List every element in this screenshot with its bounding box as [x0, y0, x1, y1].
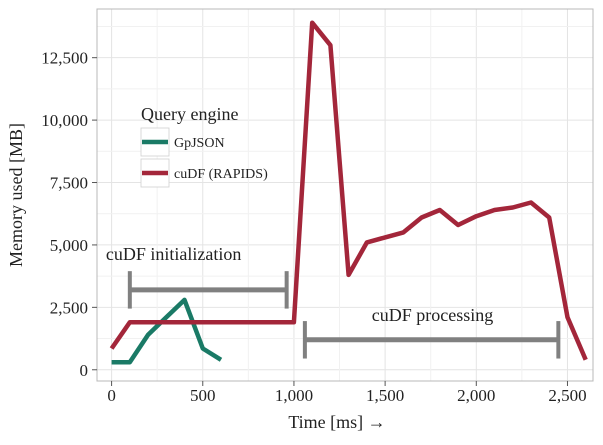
- y-tick-label: 7,500: [50, 174, 88, 193]
- series-line-0: [111, 297, 223, 365]
- legend-label: GpJSON: [174, 136, 225, 151]
- x-tick-label: 0: [107, 386, 116, 405]
- axis-ticks: 0 500 1,000 1,500 2,000 2,500 0 2,500 5,000 7,500…: [41, 49, 586, 405]
- plot-background: [97, 9, 593, 381]
- legend-label: cuDF (RAPIDS): [174, 167, 268, 182]
- plot-frame: [96, 8, 594, 382]
- x-axis-label: Time [ms] →: [288, 412, 385, 432]
- annotations: cuDF initialization cuDF processing: [106, 244, 561, 359]
- series-line-1: [109, 20, 588, 361]
- x-tick-label: 1,500: [366, 386, 404, 405]
- y-tick-label: 5,000: [50, 236, 88, 255]
- x-tick-label: 500: [190, 386, 216, 405]
- annotation-label: cuDF processing: [372, 305, 493, 325]
- legend-title: Query engine: [141, 104, 238, 124]
- annotation-0: cuDF initialization: [106, 244, 289, 309]
- annotation-label: cuDF initialization: [106, 244, 241, 264]
- x-tick-label: 1,000: [275, 386, 313, 405]
- y-tick-label: 2,500: [50, 298, 88, 317]
- y-tick-label: 12,500: [41, 49, 88, 68]
- annotation-1: cuDF processing: [302, 305, 561, 359]
- y-axis-label: Memory used [MB]: [6, 123, 26, 267]
- y-tick-label: 10,000: [41, 111, 88, 130]
- legend-entry-0: GpJSON: [140, 127, 225, 157]
- y-tick-label: 0: [80, 361, 89, 380]
- series-lines: [109, 20, 588, 365]
- x-tick-label: 2,000: [457, 386, 495, 405]
- x-tick-label: 2,500: [548, 386, 586, 405]
- legend-entry-1: cuDF (RAPIDS): [140, 158, 268, 188]
- legend: Query engine GpJSON cuDF (RAPIDS): [140, 104, 268, 188]
